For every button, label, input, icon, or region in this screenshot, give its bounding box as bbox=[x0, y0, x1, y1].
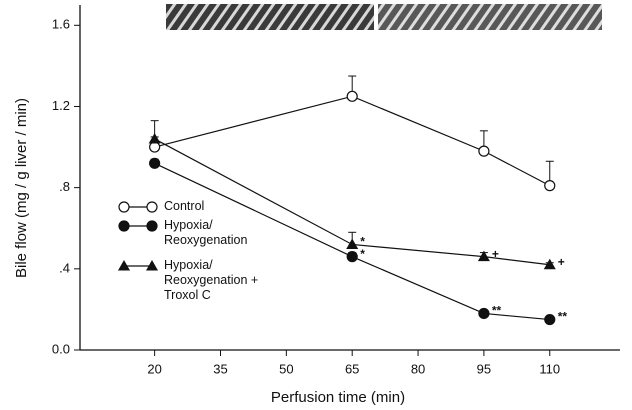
x-tick-label: 65 bbox=[345, 361, 359, 376]
legend-marker bbox=[146, 201, 158, 213]
series-line bbox=[154, 162, 550, 321]
x-tick-label: 35 bbox=[213, 361, 227, 376]
significance-label: + bbox=[492, 247, 499, 261]
y-axis-label: Bile flow (mg / g liver / min) bbox=[13, 98, 30, 278]
data-point bbox=[149, 157, 161, 169]
y-tick-label: 0.0 bbox=[52, 341, 70, 356]
series-line bbox=[154, 95, 551, 187]
series-line bbox=[154, 138, 550, 266]
x-axis-label: Perfusion time (min) bbox=[271, 389, 405, 406]
legend-label: Hypoxia/ Reoxygenation bbox=[164, 218, 248, 247]
y-tick-label: 1.6 bbox=[52, 17, 70, 32]
x-tick-label: 50 bbox=[279, 361, 293, 376]
legend-marker bbox=[146, 260, 158, 271]
decor-strip bbox=[166, 4, 374, 30]
data-point bbox=[544, 313, 556, 326]
data-point bbox=[346, 90, 358, 102]
x-tick-label: 110 bbox=[539, 361, 560, 376]
data-point bbox=[149, 141, 161, 153]
significance-label: * bbox=[360, 247, 365, 261]
data-point bbox=[543, 258, 556, 270]
data-point bbox=[148, 132, 161, 144]
y-tick-label: .8 bbox=[59, 179, 70, 194]
significance-label: + bbox=[558, 255, 565, 269]
legend-label: Control bbox=[164, 199, 205, 213]
y-tick-label: 1.2 bbox=[52, 98, 70, 113]
y-tick-label: .4 bbox=[59, 260, 70, 275]
legend-label: Hypoxia/ Reoxygenation + Troxol C bbox=[164, 258, 259, 302]
data-point bbox=[346, 251, 358, 263]
significance-label: * bbox=[360, 235, 365, 249]
decor-strip bbox=[378, 4, 602, 30]
data-point bbox=[544, 180, 556, 192]
legend-marker bbox=[118, 201, 130, 213]
legend-marker bbox=[146, 220, 158, 232]
significance-label: ** bbox=[492, 304, 502, 318]
data-point bbox=[478, 145, 490, 157]
x-tick-label: 95 bbox=[477, 361, 491, 376]
data-point bbox=[478, 307, 490, 320]
significance-label: ** bbox=[558, 310, 568, 324]
legend-marker bbox=[118, 220, 130, 232]
x-tick-label: 80 bbox=[411, 361, 425, 376]
legend-marker bbox=[118, 260, 130, 271]
data-point bbox=[346, 238, 359, 249]
x-tick-label: 20 bbox=[147, 361, 161, 376]
data-point bbox=[477, 250, 490, 262]
